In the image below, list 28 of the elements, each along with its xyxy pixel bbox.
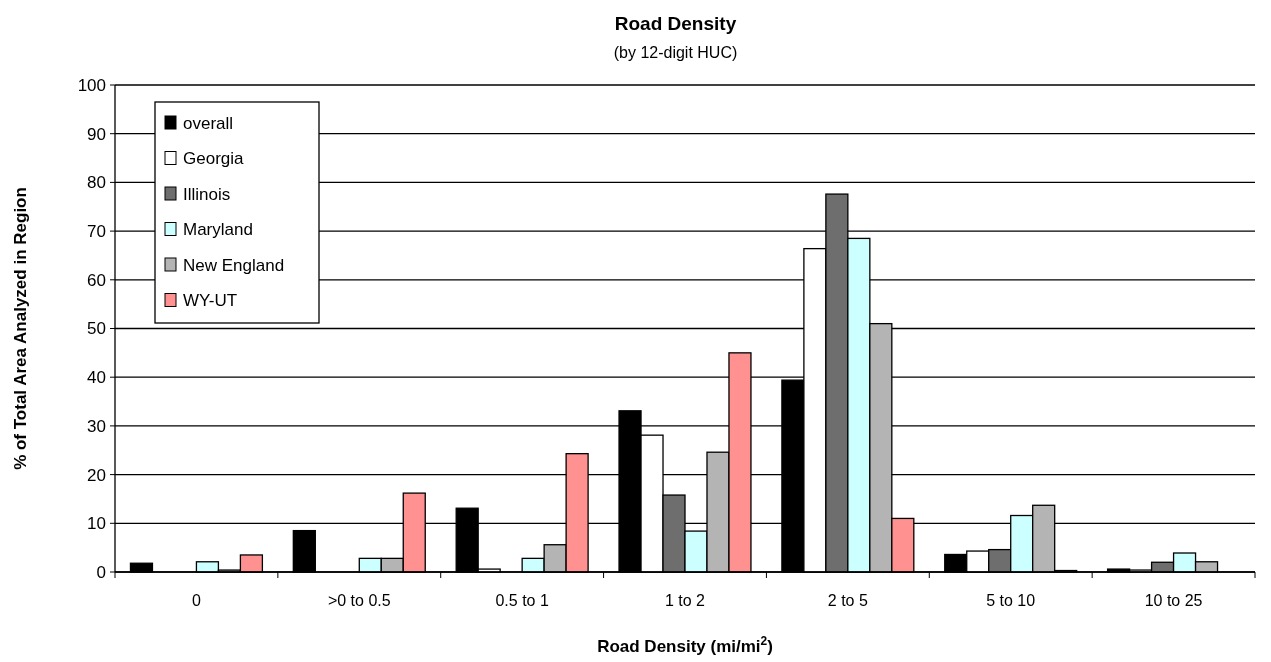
x-axis-title: Road Density (mi/mi$^{2}$)	[597, 634, 773, 656]
legend-label: New England	[183, 255, 285, 275]
chart-subtitle: (by 12-digit HUC)	[613, 44, 738, 61]
legend-label: Maryland	[183, 220, 253, 240]
x-tick-label: 0.5 to 1	[495, 592, 549, 609]
x-tick-label: 2 to 5	[827, 592, 868, 609]
y-tick-label: 30	[87, 416, 106, 436]
x-tick-label: 1 to 2	[664, 592, 706, 609]
y-tick-label: 90	[87, 124, 106, 144]
legend-label: Georgia	[183, 149, 245, 169]
y-tick-label: 0	[96, 562, 106, 582]
y-tick-label: 100	[77, 75, 106, 95]
y-tick-label: 70	[87, 222, 106, 242]
chart-title: Road Density	[614, 13, 737, 34]
y-tick-label: 80	[87, 173, 106, 193]
legend-label: overall	[183, 113, 234, 133]
y-tick-label: 10	[87, 514, 106, 534]
legend-label: WY-UT	[183, 291, 238, 311]
x-tick-label: 5 to 10	[986, 592, 1036, 609]
x-tick-label: 0	[191, 592, 201, 609]
x-tick-label: >0 to 0.5	[327, 592, 391, 609]
legend-label: Illinois	[183, 184, 231, 204]
y-tick-label: 50	[87, 319, 106, 339]
y-axis-title: % of Total Area Analyzed in Region	[11, 187, 30, 470]
x-tick-label: 10 to 25	[1144, 592, 1203, 609]
y-tick-label: 60	[87, 270, 106, 290]
y-tick-label: 40	[87, 368, 106, 388]
y-tick-label: 20	[87, 465, 106, 485]
